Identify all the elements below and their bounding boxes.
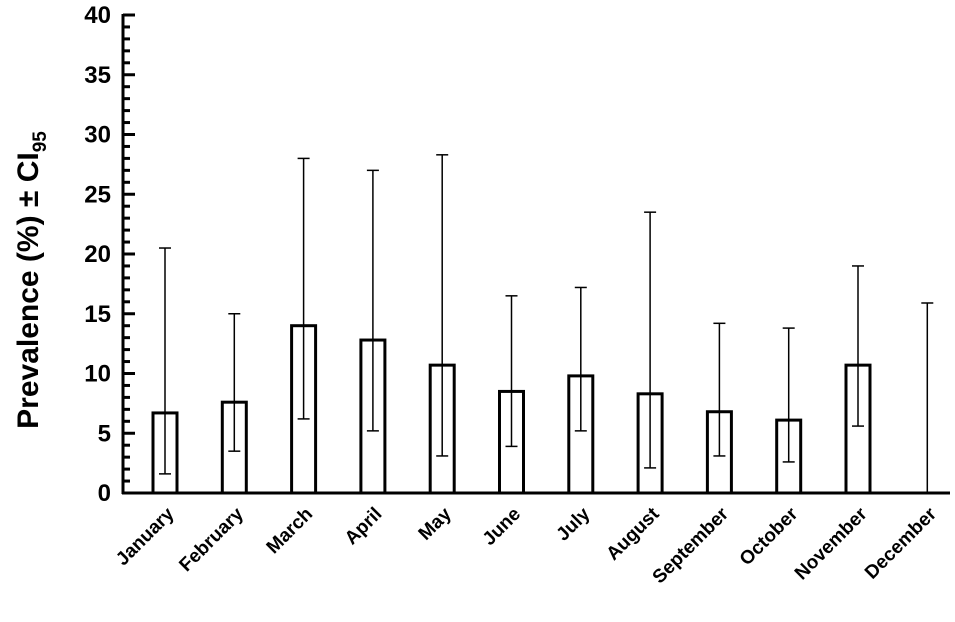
x-tick-label-october: October (736, 503, 803, 570)
error-bar-november (852, 265, 864, 427)
error-bar-january (159, 247, 171, 475)
x-tick-label-march: March (263, 504, 317, 558)
y-tick-label: 40 (84, 2, 111, 29)
error-bar-may (436, 154, 449, 457)
error-bar-september (713, 322, 726, 457)
x-tick-label-august: August (603, 503, 665, 565)
x-tick-label-february: February (175, 503, 248, 576)
x-tick-label-july: July (553, 503, 595, 545)
error-bar-july (574, 286, 587, 432)
x-tick-label-november: November (791, 503, 872, 584)
error-bar-october (782, 327, 795, 463)
x-tick-label-may: May (415, 503, 456, 544)
y-axis-title-subscript: 95 (30, 131, 51, 153)
y-tick-label: 15 (84, 301, 111, 328)
y-tick-label: 25 (84, 181, 111, 208)
y-tick-label: 5 (98, 420, 111, 447)
y-axis-title-main: Prevalence (%) ± CI (12, 152, 45, 429)
y-tick-label: 35 (84, 62, 111, 89)
y-tick-label: 10 (84, 361, 111, 388)
x-tick-label-september: September (649, 503, 734, 588)
y-tick-label: 0 (98, 480, 111, 507)
error-bar-april (366, 169, 379, 432)
error-bar-february (228, 313, 241, 452)
y-tick-label: 20 (84, 241, 111, 268)
x-tick-label-april: April (341, 504, 386, 549)
y-tick-label: 30 (84, 122, 111, 149)
error-bar-august (644, 211, 657, 469)
error-bar-march (297, 157, 310, 420)
x-tick-label-june: June (479, 504, 525, 550)
y-axis: 0 5 10 15 20 25 30 35 40 (84, 2, 135, 507)
y-axis-title: Prevalence (%) ± CI95 (12, 131, 51, 429)
error-bar-december (921, 302, 934, 493)
error-bar-june (505, 295, 518, 448)
error-bars-group (159, 154, 934, 493)
x-tick-label-december: December (861, 503, 941, 583)
x-tick-label-january: January (112, 503, 179, 570)
